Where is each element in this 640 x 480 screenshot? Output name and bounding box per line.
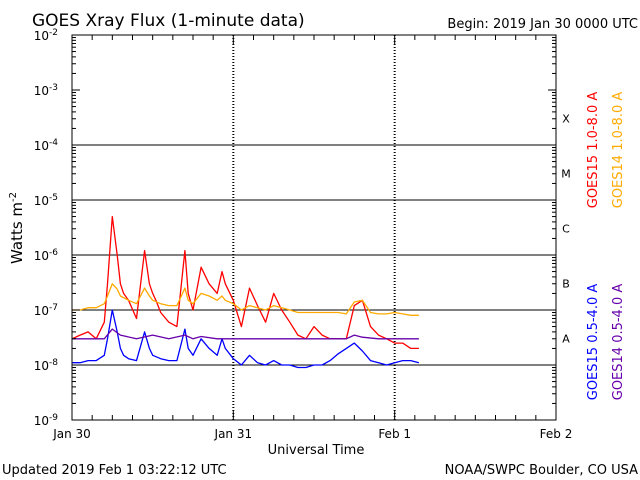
- y-axis-label-superscript: -2: [8, 192, 19, 202]
- footer-updated: Updated 2019 Feb 1 03:22:12 UTC: [2, 463, 227, 478]
- data-series: [71, 215, 420, 369]
- chart-title: GOES Xray Flux (1-minute data): [32, 11, 305, 31]
- x-axis-ticks: Jan 30 Jan 31 Feb 1 Feb 2: [52, 35, 572, 441]
- legend-entry-0: GOES15 1.0-8.0 A: [586, 92, 601, 209]
- y-tick-label: 10-2: [34, 28, 58, 43]
- y-tick-label: 10-6: [34, 248, 59, 263]
- plot-frame: [71, 34, 557, 421]
- flare-class-m: M: [561, 168, 571, 181]
- flare-class-b: B: [562, 278, 570, 291]
- y-tick-label: 10-5: [34, 193, 58, 208]
- y-tick-label: 10-7: [34, 303, 58, 318]
- flare-class-c: C: [562, 223, 570, 236]
- x-tick-label: Feb 2: [540, 427, 573, 441]
- y-tick-label: 10-9: [34, 413, 59, 428]
- flare-class-x: X: [562, 113, 570, 126]
- x-axis-label: Universal Time: [268, 443, 365, 458]
- y-tick-label: 10-4: [34, 138, 59, 153]
- series-line-3: [72, 328, 419, 340]
- legend-entry-2: GOES15 0.5-4.0 A: [586, 284, 601, 401]
- y-tick-label: 10-3: [34, 83, 58, 98]
- legend-entry-1: GOES14 1.0-8.0 A: [611, 92, 626, 209]
- y-axis-label: Watts m-2: [8, 192, 26, 264]
- y-tick-label: 10-8: [34, 358, 59, 373]
- grid-lines: [72, 35, 556, 420]
- y-axis-ticks: 10-2 10-3 10-4 10-5 10-6 10-7 10-8 10-9: [34, 28, 556, 428]
- legend: GOES15 1.0-8.0 A GOES14 1.0-8.0 A GOES15 0…: [586, 92, 626, 401]
- series-line-1: [72, 283, 419, 316]
- x-tick-label: Jan 30: [52, 427, 91, 441]
- x-tick-label: Jan 31: [214, 427, 253, 441]
- legend-entry-3: GOES14 0.5-4.0 A: [611, 284, 626, 401]
- begin-label: Begin: 2019 Jan 30 0000 UTC: [447, 17, 638, 32]
- footer-credit: NOAA/SWPC Boulder, CO USA: [445, 463, 638, 478]
- x-tick-label: Feb 1: [378, 427, 411, 441]
- flare-class-a: A: [562, 333, 570, 346]
- flare-class-labels: X M C B A: [561, 113, 571, 346]
- series-line-2: [72, 309, 420, 369]
- series-line-0: [71, 215, 419, 350]
